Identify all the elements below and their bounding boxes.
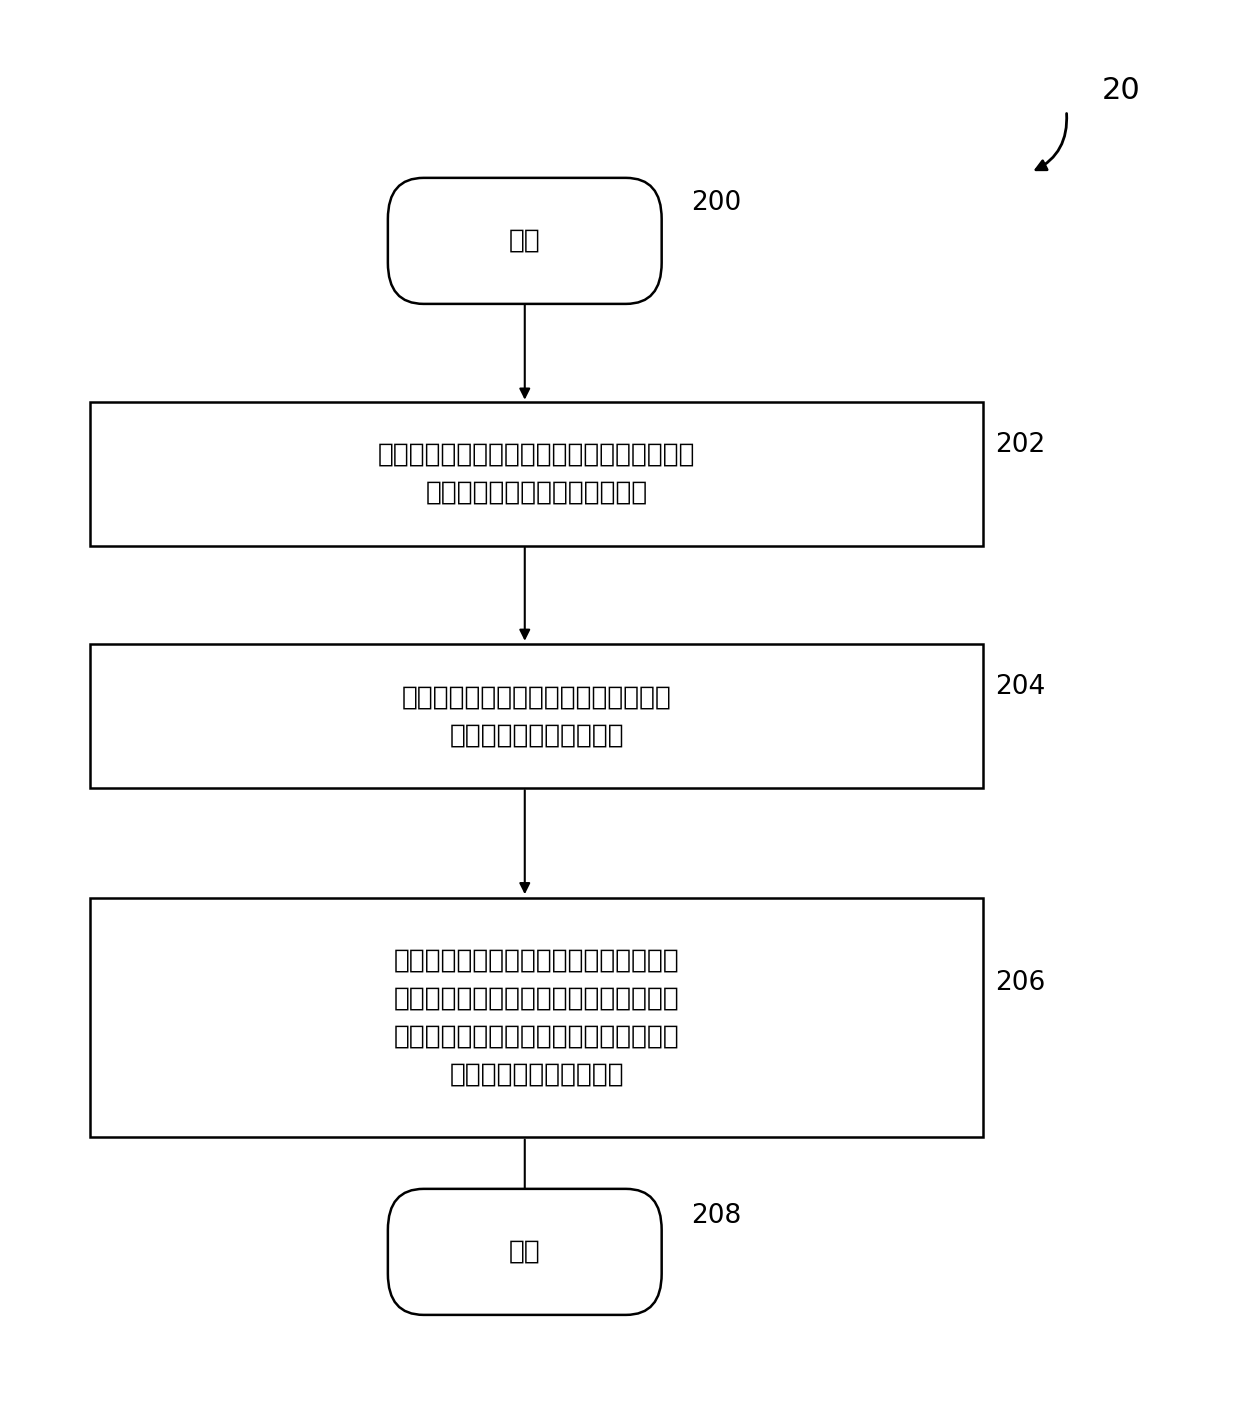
FancyBboxPatch shape (388, 1189, 662, 1314)
FancyBboxPatch shape (91, 402, 983, 545)
Text: 结束: 结束 (508, 1239, 541, 1264)
Text: 206: 206 (994, 970, 1045, 996)
FancyBboxPatch shape (388, 178, 662, 304)
Text: 208: 208 (692, 1203, 742, 1229)
Text: 202: 202 (994, 432, 1045, 458)
Text: 20: 20 (1102, 76, 1141, 104)
FancyBboxPatch shape (91, 898, 983, 1137)
Text: 开始: 开始 (508, 228, 541, 254)
Text: 204: 204 (994, 675, 1045, 701)
Text: 测量液晶显示装置的面板相对于源极驱动装置
的等效负载电阻及等效负载电容: 测量液晶显示装置的面板相对于源极驱动装置 的等效负载电阻及等效负载电容 (378, 442, 696, 505)
Text: 根据等效负载电阻及等效负载电容，计
算断路器的最低有效频率: 根据等效负载电阻及等效负载电容，计 算断路器的最低有效频率 (402, 684, 672, 748)
Text: 200: 200 (692, 190, 742, 215)
FancyBboxPatch shape (91, 645, 983, 788)
Text: 根据最低有效频率，调整至少一个断路器
的至少一个开关频率，以通过面板对源极
驱动装置所输出的源极驱动信号执行低通
滤波，进而消除偏置电压: 根据最低有效频率，调整至少一个断路器 的至少一个开关频率，以通过面板对源极 驱动… (394, 948, 680, 1087)
